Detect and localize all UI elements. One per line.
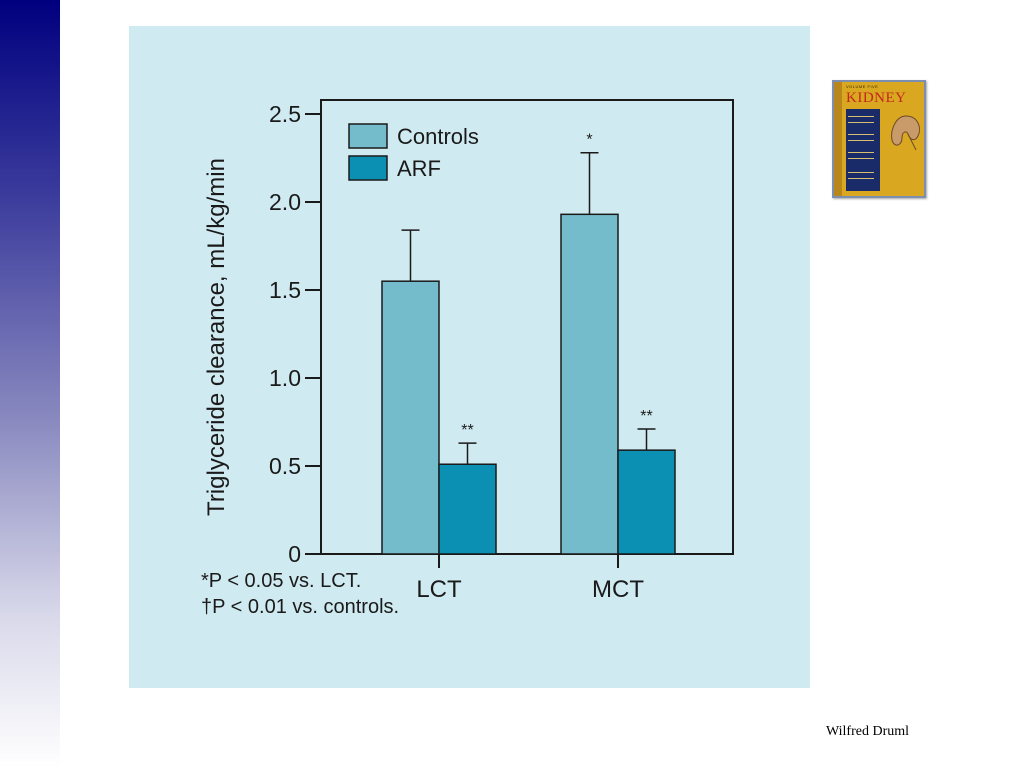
- bar-controls-lct: [381, 280, 440, 555]
- chart-panel: 0 0.5 1.0 1.5 2.0 2.5 Triglyceride clearance, …: [129, 26, 810, 688]
- footnote: †P < 0.01 vs. controls.: [201, 596, 399, 618]
- x-tick-label: MCT: [592, 576, 644, 603]
- significance-marker: **: [461, 422, 473, 439]
- book-text-line: [848, 158, 874, 159]
- book-kicker: VOLUME FIVE: [846, 84, 879, 89]
- y-tick-label: 0: [288, 541, 301, 567]
- book-text-line: [848, 172, 874, 173]
- book-text-line: [848, 140, 874, 141]
- significance-marker: *: [586, 132, 592, 149]
- x-tick-label: LCT: [416, 576, 462, 603]
- bar-arf-mct: [617, 449, 676, 555]
- bar-controls-mct: [560, 213, 619, 555]
- legend-label-controls: Controls: [397, 124, 479, 149]
- book-text-line: [848, 122, 874, 123]
- legend-swatch-controls: [348, 123, 388, 149]
- bar-arf-lct: [438, 463, 497, 555]
- footnote: *P < 0.05 vs. LCT.: [201, 570, 361, 592]
- book-text-line: [848, 152, 874, 153]
- bar-chart: 0 0.5 1.0 1.5 2.0 2.5 Triglyceride clearance, …: [201, 99, 734, 618]
- book-title: KIDNEY: [846, 90, 907, 106]
- book-text-line: [848, 116, 874, 117]
- y-tick-label: 2.5: [269, 101, 301, 127]
- legend-swatch-arf: [348, 155, 388, 181]
- y-axis-label: Triglyceride clearance, mL/kg/min: [203, 158, 230, 516]
- y-tick-label: 1.5: [269, 277, 301, 303]
- slide-side-gradient-bar: [0, 0, 60, 768]
- book-text-line: [848, 134, 874, 135]
- book-text-line: [848, 178, 874, 179]
- kidney-illustration-icon: [891, 115, 920, 151]
- plot-frame: [320, 99, 734, 555]
- legend-label-arf: ARF: [397, 156, 441, 181]
- significance-marker: **: [640, 408, 652, 425]
- author-credit: Wilfred Druml: [826, 724, 910, 739]
- y-tick-label: 1.0: [269, 365, 301, 391]
- kidney-book-cover-image: VOLUME FIVE KIDNEY: [832, 80, 926, 198]
- y-tick-label: 2.0: [269, 189, 301, 215]
- y-tick-label: 0.5: [269, 453, 301, 479]
- book-spine: [834, 82, 842, 196]
